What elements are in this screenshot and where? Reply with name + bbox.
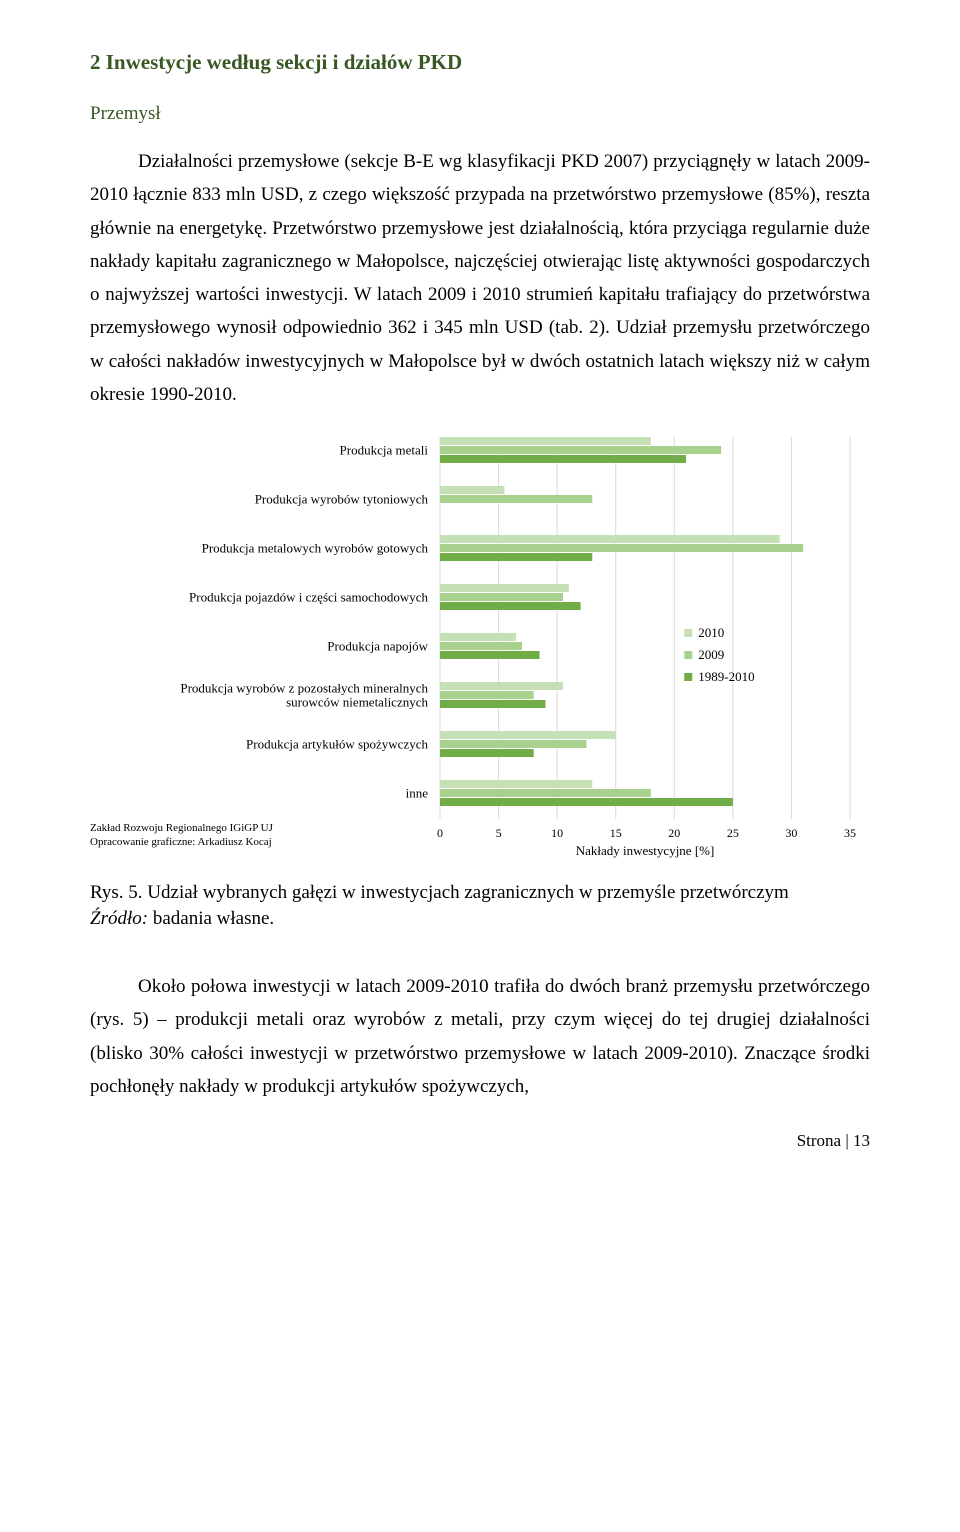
figure-caption: Rys. 5. Udział wybranych gałęzi w inwest… (90, 882, 870, 904)
svg-text:Opracowanie graficzne: Arkadiu: Opracowanie graficzne: Arkadiusz Kocaj (90, 836, 272, 848)
svg-text:Produkcja napojów: Produkcja napojów (327, 639, 428, 654)
svg-text:5: 5 (496, 826, 502, 840)
page-number: Strona | 13 (90, 1131, 870, 1151)
section-title: 2 Inwestycje według sekcji i działów PKD (90, 50, 870, 75)
svg-text:Produkcja metali: Produkcja metali (340, 443, 429, 458)
svg-text:15: 15 (610, 826, 622, 840)
svg-text:Produkcja wyrobów z pozostałyc: Produkcja wyrobów z pozostałych mineraln… (180, 681, 428, 696)
svg-text:10: 10 (551, 826, 563, 840)
paragraph-1: Działalności przemysłowe (sekcje B-E wg … (90, 145, 870, 411)
svg-text:2009: 2009 (698, 647, 724, 662)
svg-text:Produkcja metalowych wyrobów g: Produkcja metalowych wyrobów gotowych (202, 541, 429, 556)
figure-source: Źródło: badania własne. (90, 908, 870, 930)
source-label: Źródło: (90, 908, 148, 929)
svg-text:30: 30 (785, 826, 797, 840)
paragraph-2: Około połowa inwestycji w latach 2009-20… (90, 970, 870, 1103)
svg-text:35: 35 (844, 826, 856, 840)
svg-text:Zakład Rozwoju Regionalnego IG: Zakład Rozwoju Regionalnego IGiGP UJ (90, 822, 274, 834)
svg-text:Nakłady inwestycyjne [%]: Nakłady inwestycyjne [%] (576, 843, 715, 858)
subsection-title: Przemysł (90, 103, 870, 125)
svg-text:25: 25 (727, 826, 739, 840)
svg-text:1989-2010: 1989-2010 (698, 669, 754, 684)
svg-text:Produkcja pojazdów i części sa: Produkcja pojazdów i części samochodowyc… (189, 590, 428, 605)
source-text: badania własne. (148, 908, 274, 929)
investment-chart: 0 5 10 15 20 25 30 35 Produkcja metali Produkcja … (90, 429, 870, 864)
svg-text:2010: 2010 (698, 625, 724, 640)
svg-text:0: 0 (437, 826, 443, 840)
svg-text:Produkcja wyrobów tytoniowych: Produkcja wyrobów tytoniowych (255, 492, 429, 507)
svg-text:20: 20 (668, 826, 680, 840)
svg-text:Produkcja artykułów spożywczyc: Produkcja artykułów spożywczych (246, 737, 428, 752)
svg-text:surowców niemetalicznych: surowców niemetalicznych (286, 695, 428, 710)
svg-text:inne: inne (406, 786, 429, 801)
